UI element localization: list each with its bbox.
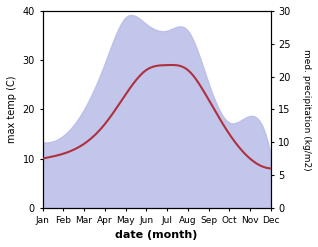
Y-axis label: med. precipitation (kg/m2): med. precipitation (kg/m2) xyxy=(302,49,311,170)
X-axis label: date (month): date (month) xyxy=(115,230,198,240)
Y-axis label: max temp (C): max temp (C) xyxy=(7,76,17,143)
